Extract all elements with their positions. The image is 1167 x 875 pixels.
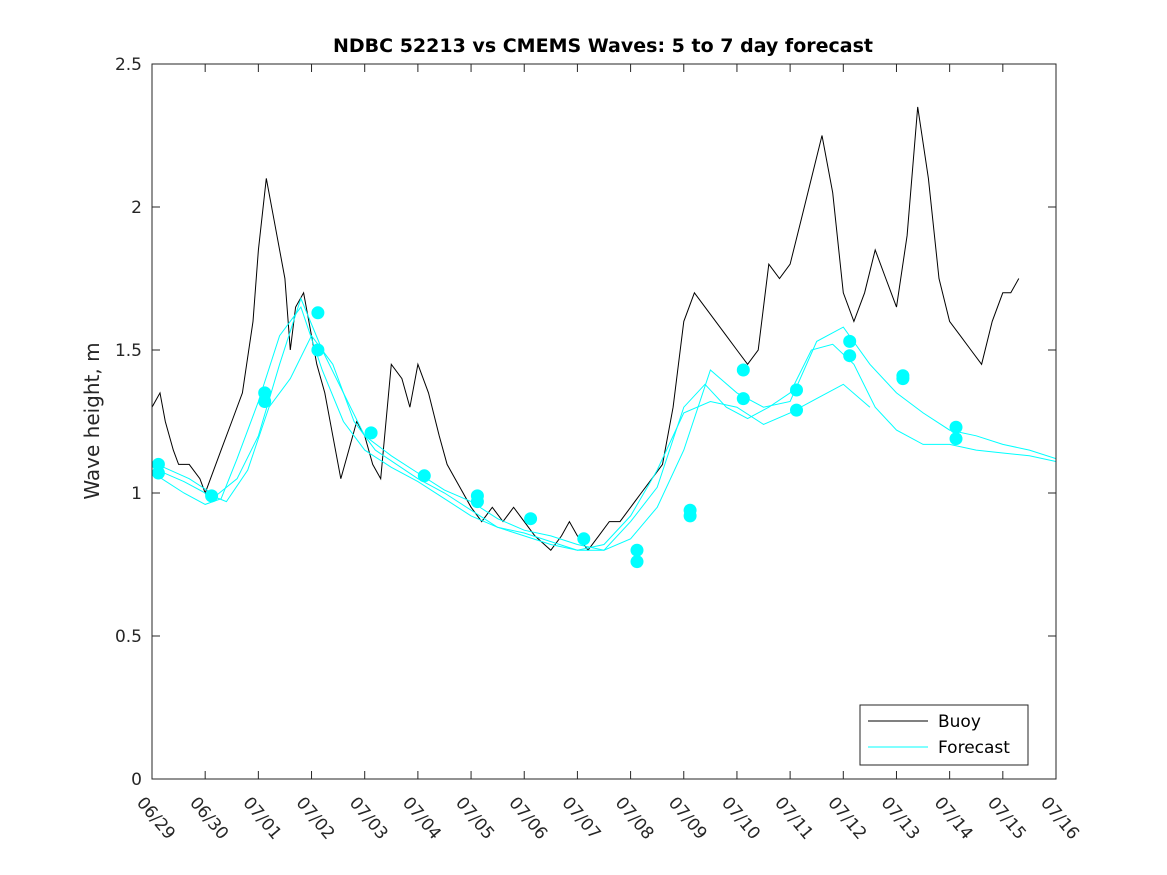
forecast-marker-13 [630, 543, 644, 557]
forecast-marker-5 [311, 306, 325, 320]
forecast-marker-10 [470, 495, 484, 509]
forecast-marker-14 [630, 555, 644, 569]
forecast-marker-6 [311, 343, 325, 357]
forecast-marker-22 [843, 349, 857, 363]
forecast-marker-11 [524, 512, 538, 526]
buoy-series-line [152, 106, 1020, 552]
y-tick-label-0: 0 [131, 770, 142, 790]
plot-area [152, 106, 1056, 569]
forecast-marker-24 [896, 372, 910, 386]
legend-box [859, 704, 1029, 766]
forecast-marker-7 [364, 426, 378, 440]
forecast-marker-17 [736, 363, 750, 377]
chart-title: NDBC 52213 vs CMEMS Waves: 5 to 7 day fo… [333, 35, 873, 57]
forecast-marker-2 [205, 489, 219, 503]
forecast-marker-4 [258, 395, 272, 408]
y-tick-label-4: 2 [131, 198, 142, 218]
forecast-marker-19 [790, 383, 803, 397]
forecast-marker-12 [577, 532, 591, 546]
legend-buoy-label: Buoy [938, 712, 981, 732]
y-tick-label-1: 0.5 [115, 627, 142, 647]
forecast-series-line-3 [157, 297, 1056, 551]
forecast-marker-21 [843, 334, 857, 348]
forecast-marker-8 [417, 469, 431, 483]
legend: Buoy Forecast [859, 704, 1029, 766]
forecast-marker-1 [152, 466, 165, 480]
y-axis-label: Wave height, m [80, 342, 104, 499]
y-tick-label-5: 2.5 [115, 55, 142, 75]
forecast-marker-26 [949, 432, 963, 446]
forecast-series-line-2 [157, 306, 871, 551]
y-axis: 0 0.5 1 1.5 2 2.5 [115, 55, 1056, 790]
y-tick-label-2: 1 [131, 484, 142, 504]
forecast-marker-20 [790, 403, 803, 417]
forecast-marker-18 [736, 392, 750, 406]
series-layer [152, 106, 1056, 569]
y-tick-label-3: 1.5 [115, 341, 142, 361]
axes-box [151, 63, 1057, 780]
forecast-marker-16 [683, 509, 697, 523]
forecast-marker-25 [949, 420, 963, 434]
legend-forecast-label: Forecast [938, 738, 1010, 758]
